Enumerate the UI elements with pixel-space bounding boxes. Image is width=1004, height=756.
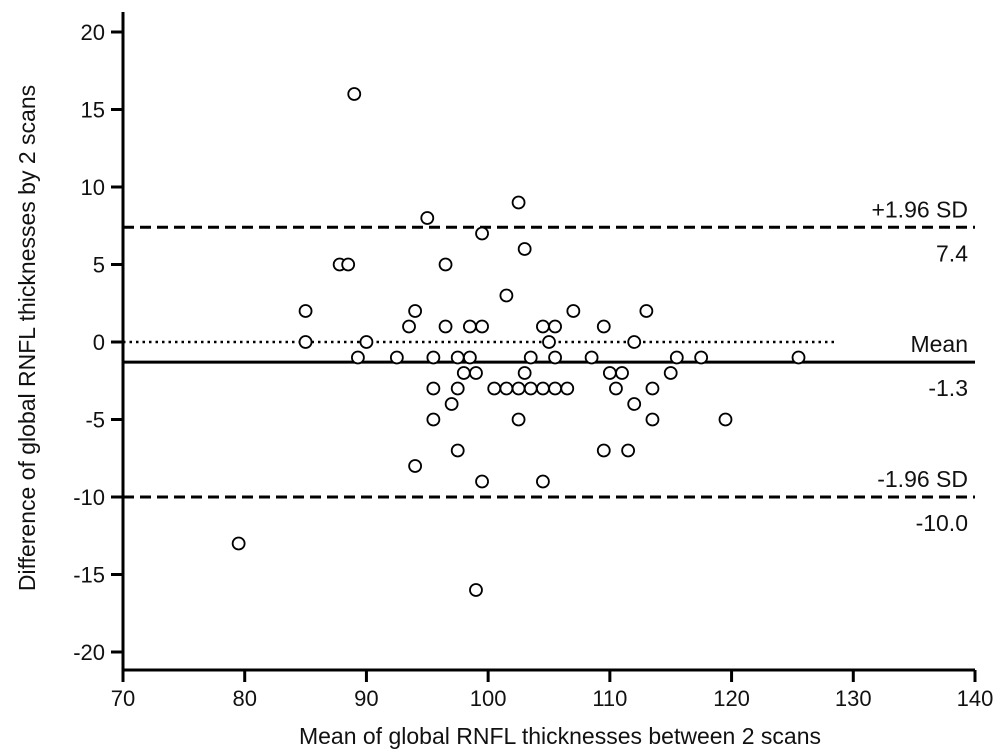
- data-point: [663, 366, 678, 380]
- data-point: [523, 350, 538, 365]
- x-tick-label: 80: [232, 686, 256, 711]
- ref-line-name-upper: +1.96 SD: [871, 196, 968, 222]
- data-point: [469, 366, 483, 380]
- data-point: [444, 397, 459, 411]
- data-point: [542, 335, 556, 349]
- ref-line-name-mean: Mean: [910, 331, 968, 357]
- data-point: [475, 226, 489, 241]
- data-point: [389, 350, 404, 365]
- data-point: [609, 381, 623, 396]
- data-point: [359, 335, 374, 349]
- y-tick-label: 20: [81, 20, 105, 45]
- x-tick-label: 110: [592, 686, 627, 711]
- data-point: [351, 350, 365, 365]
- data-point: [469, 583, 483, 597]
- data-point: [231, 536, 246, 551]
- y-axis-title: Difference of global RNFL thicknesses by…: [14, 85, 40, 591]
- data-point: [408, 459, 423, 473]
- y-tick-label: 5: [93, 253, 105, 278]
- ref-line-value-upper: 7.4: [936, 240, 968, 266]
- data-point: [548, 381, 562, 396]
- data-point: [420, 211, 435, 225]
- data-point: [450, 443, 465, 458]
- x-axis-title: Mean of global RNFL thicknesses between …: [299, 723, 821, 749]
- data-point: [438, 257, 453, 272]
- data-point: [536, 319, 550, 334]
- data-point: [511, 381, 526, 396]
- data-point: [450, 381, 465, 396]
- data-point: [475, 474, 489, 489]
- ref-line-name-lower: -1.96 SD: [877, 466, 968, 492]
- data-point: [645, 381, 660, 396]
- data-point: [517, 242, 532, 256]
- data-point: [475, 319, 489, 334]
- data-point: [669, 350, 684, 365]
- data-point: [298, 335, 313, 349]
- data-point: [487, 381, 502, 396]
- data-point: [341, 257, 356, 272]
- data-point: [426, 412, 441, 427]
- data-point: [627, 335, 642, 349]
- data-point: [347, 87, 362, 101]
- y-tick-label: 10: [81, 175, 105, 200]
- data-point: [511, 412, 526, 427]
- data-point: [438, 319, 453, 334]
- reference-lines: +1.96 SD 7.4 Mean -1.3 -1.96 SD -10.0: [123, 196, 975, 536]
- data-point: [791, 350, 806, 365]
- data-point: [456, 366, 471, 380]
- data-point: [615, 366, 629, 380]
- x-tick-label: 100: [470, 686, 507, 711]
- data-point: [499, 288, 514, 303]
- data-point: [536, 381, 550, 396]
- data-point: [584, 350, 599, 365]
- data-point: [694, 350, 709, 365]
- data-point: [645, 412, 660, 427]
- x-tick-label: 90: [354, 686, 378, 711]
- data-point: [402, 319, 416, 334]
- data-point: [548, 350, 562, 365]
- y-tick-label: -10: [73, 485, 105, 510]
- data-point: [462, 350, 477, 365]
- data-point: [523, 381, 538, 396]
- data-point: [499, 381, 514, 396]
- x-tick-label: 130: [835, 686, 872, 711]
- x-tick-label: 140: [957, 686, 994, 711]
- y-ticks: -20 -15 -10 -5 0 5 10 15 20: [73, 20, 123, 665]
- y-tick-label: 15: [81, 98, 105, 123]
- data-point: [560, 381, 575, 396]
- data-point: [602, 366, 617, 380]
- x-tick-label: 70: [111, 686, 135, 711]
- data-point: [517, 366, 532, 380]
- data-point: [426, 350, 441, 365]
- data-point: [718, 412, 733, 427]
- data-point: [596, 319, 611, 334]
- data-point: [408, 304, 423, 318]
- y-tick-label: -5: [85, 408, 105, 433]
- data-point: [536, 474, 550, 489]
- data-point: [627, 397, 642, 411]
- data-point: [450, 350, 465, 365]
- ref-line-value-lower: -10.0: [916, 510, 968, 536]
- y-tick-label: -20: [73, 640, 105, 665]
- data-point: [548, 319, 562, 334]
- data-point: [639, 304, 654, 318]
- x-ticks: 70 80 90 100 110 120 130 140: [111, 670, 994, 711]
- x-tick-label: 120: [713, 686, 750, 711]
- data-point: [621, 443, 636, 458]
- data-point: [511, 195, 526, 210]
- data-point: [596, 443, 611, 458]
- data-point: [566, 304, 581, 318]
- data-point: [426, 381, 441, 396]
- data-points: [231, 87, 806, 597]
- y-tick-label: -15: [73, 563, 105, 588]
- ref-line-value-mean: -1.3: [928, 375, 968, 401]
- data-point: [298, 304, 313, 318]
- data-point: [462, 319, 477, 334]
- y-tick-label: 0: [93, 330, 105, 355]
